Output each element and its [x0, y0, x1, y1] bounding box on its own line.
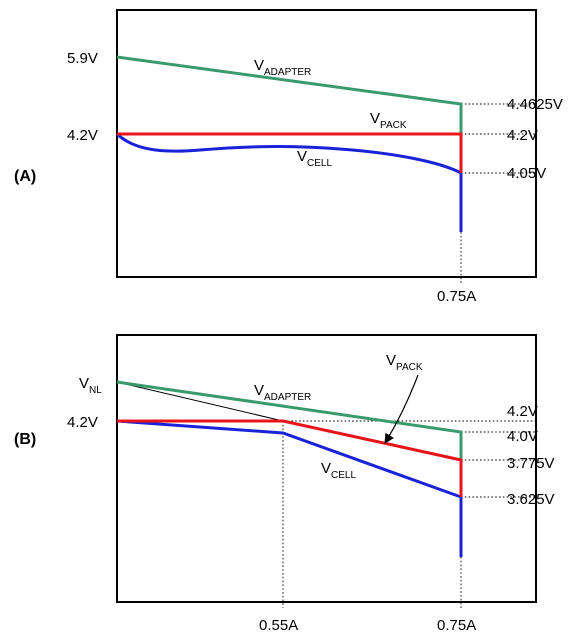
- panel-a-right-label-1: 4.2V: [507, 127, 538, 144]
- panel-a-pack-line: [117, 132, 463, 173]
- panel-a-right-label-2: 4.05V: [507, 165, 546, 182]
- panel-a-left-top-label: 5.9V: [67, 50, 98, 67]
- panel-b: VNL 4.2V (B) 4.2V 4.0V 3.775V 3.625V 0.5…: [14, 334, 555, 634]
- panel-b-nl-label: VNL: [79, 375, 102, 396]
- panel-b-right-label-0: 4.2V: [507, 403, 538, 420]
- panel-b-adapter-line: [116, 380, 463, 460]
- panel-a-pack-label: VPACK: [370, 110, 407, 131]
- panel-a-x-label: 0.75A: [437, 288, 476, 305]
- panel-a-right-label-0: 4.4625V: [507, 96, 563, 113]
- panel-b-pack-line: [117, 419, 463, 497]
- panel-b-x-label-1: 0.75A: [437, 617, 476, 634]
- panel-b-id-label: (B): [14, 431, 36, 448]
- panel-a-frame: [116, 9, 537, 278]
- panel-b-nl-line: [116, 381, 284, 422]
- panel-b-adapter-label: VADAPTER: [254, 382, 311, 403]
- panel-a-cell-label: VCELL: [297, 148, 332, 169]
- panel-b-right-label-2: 3.775V: [507, 455, 555, 472]
- panel-b-right-label-1: 4.0V: [507, 428, 538, 445]
- panel-a-left-mid-label: 4.2V: [67, 127, 98, 144]
- panel-b-cell-line: [116, 419, 463, 557]
- panel-b-x-label-0: 0.55A: [259, 617, 298, 634]
- panel-a: 5.9V 4.2V (A) 4.4625V 4.2V 4.05V 0.75A V…: [14, 9, 563, 305]
- panel-a-cell-line: [115, 132, 463, 232]
- panel-b-right-label-3: 3.625V: [507, 491, 555, 508]
- panel-b-left-label: 4.2V: [67, 414, 98, 431]
- panel-b-frame: [116, 334, 537, 603]
- panel-a-adapter-label: VADAPTER: [254, 57, 311, 78]
- panel-a-adapter-line: [116, 55, 463, 134]
- panel-b-cell-label: VCELL: [321, 460, 356, 481]
- panel-b-pack-arrow: [384, 374, 419, 444]
- panel-b-pack-label: VPACK: [386, 352, 423, 373]
- panel-a-id-label: (A): [14, 168, 36, 185]
